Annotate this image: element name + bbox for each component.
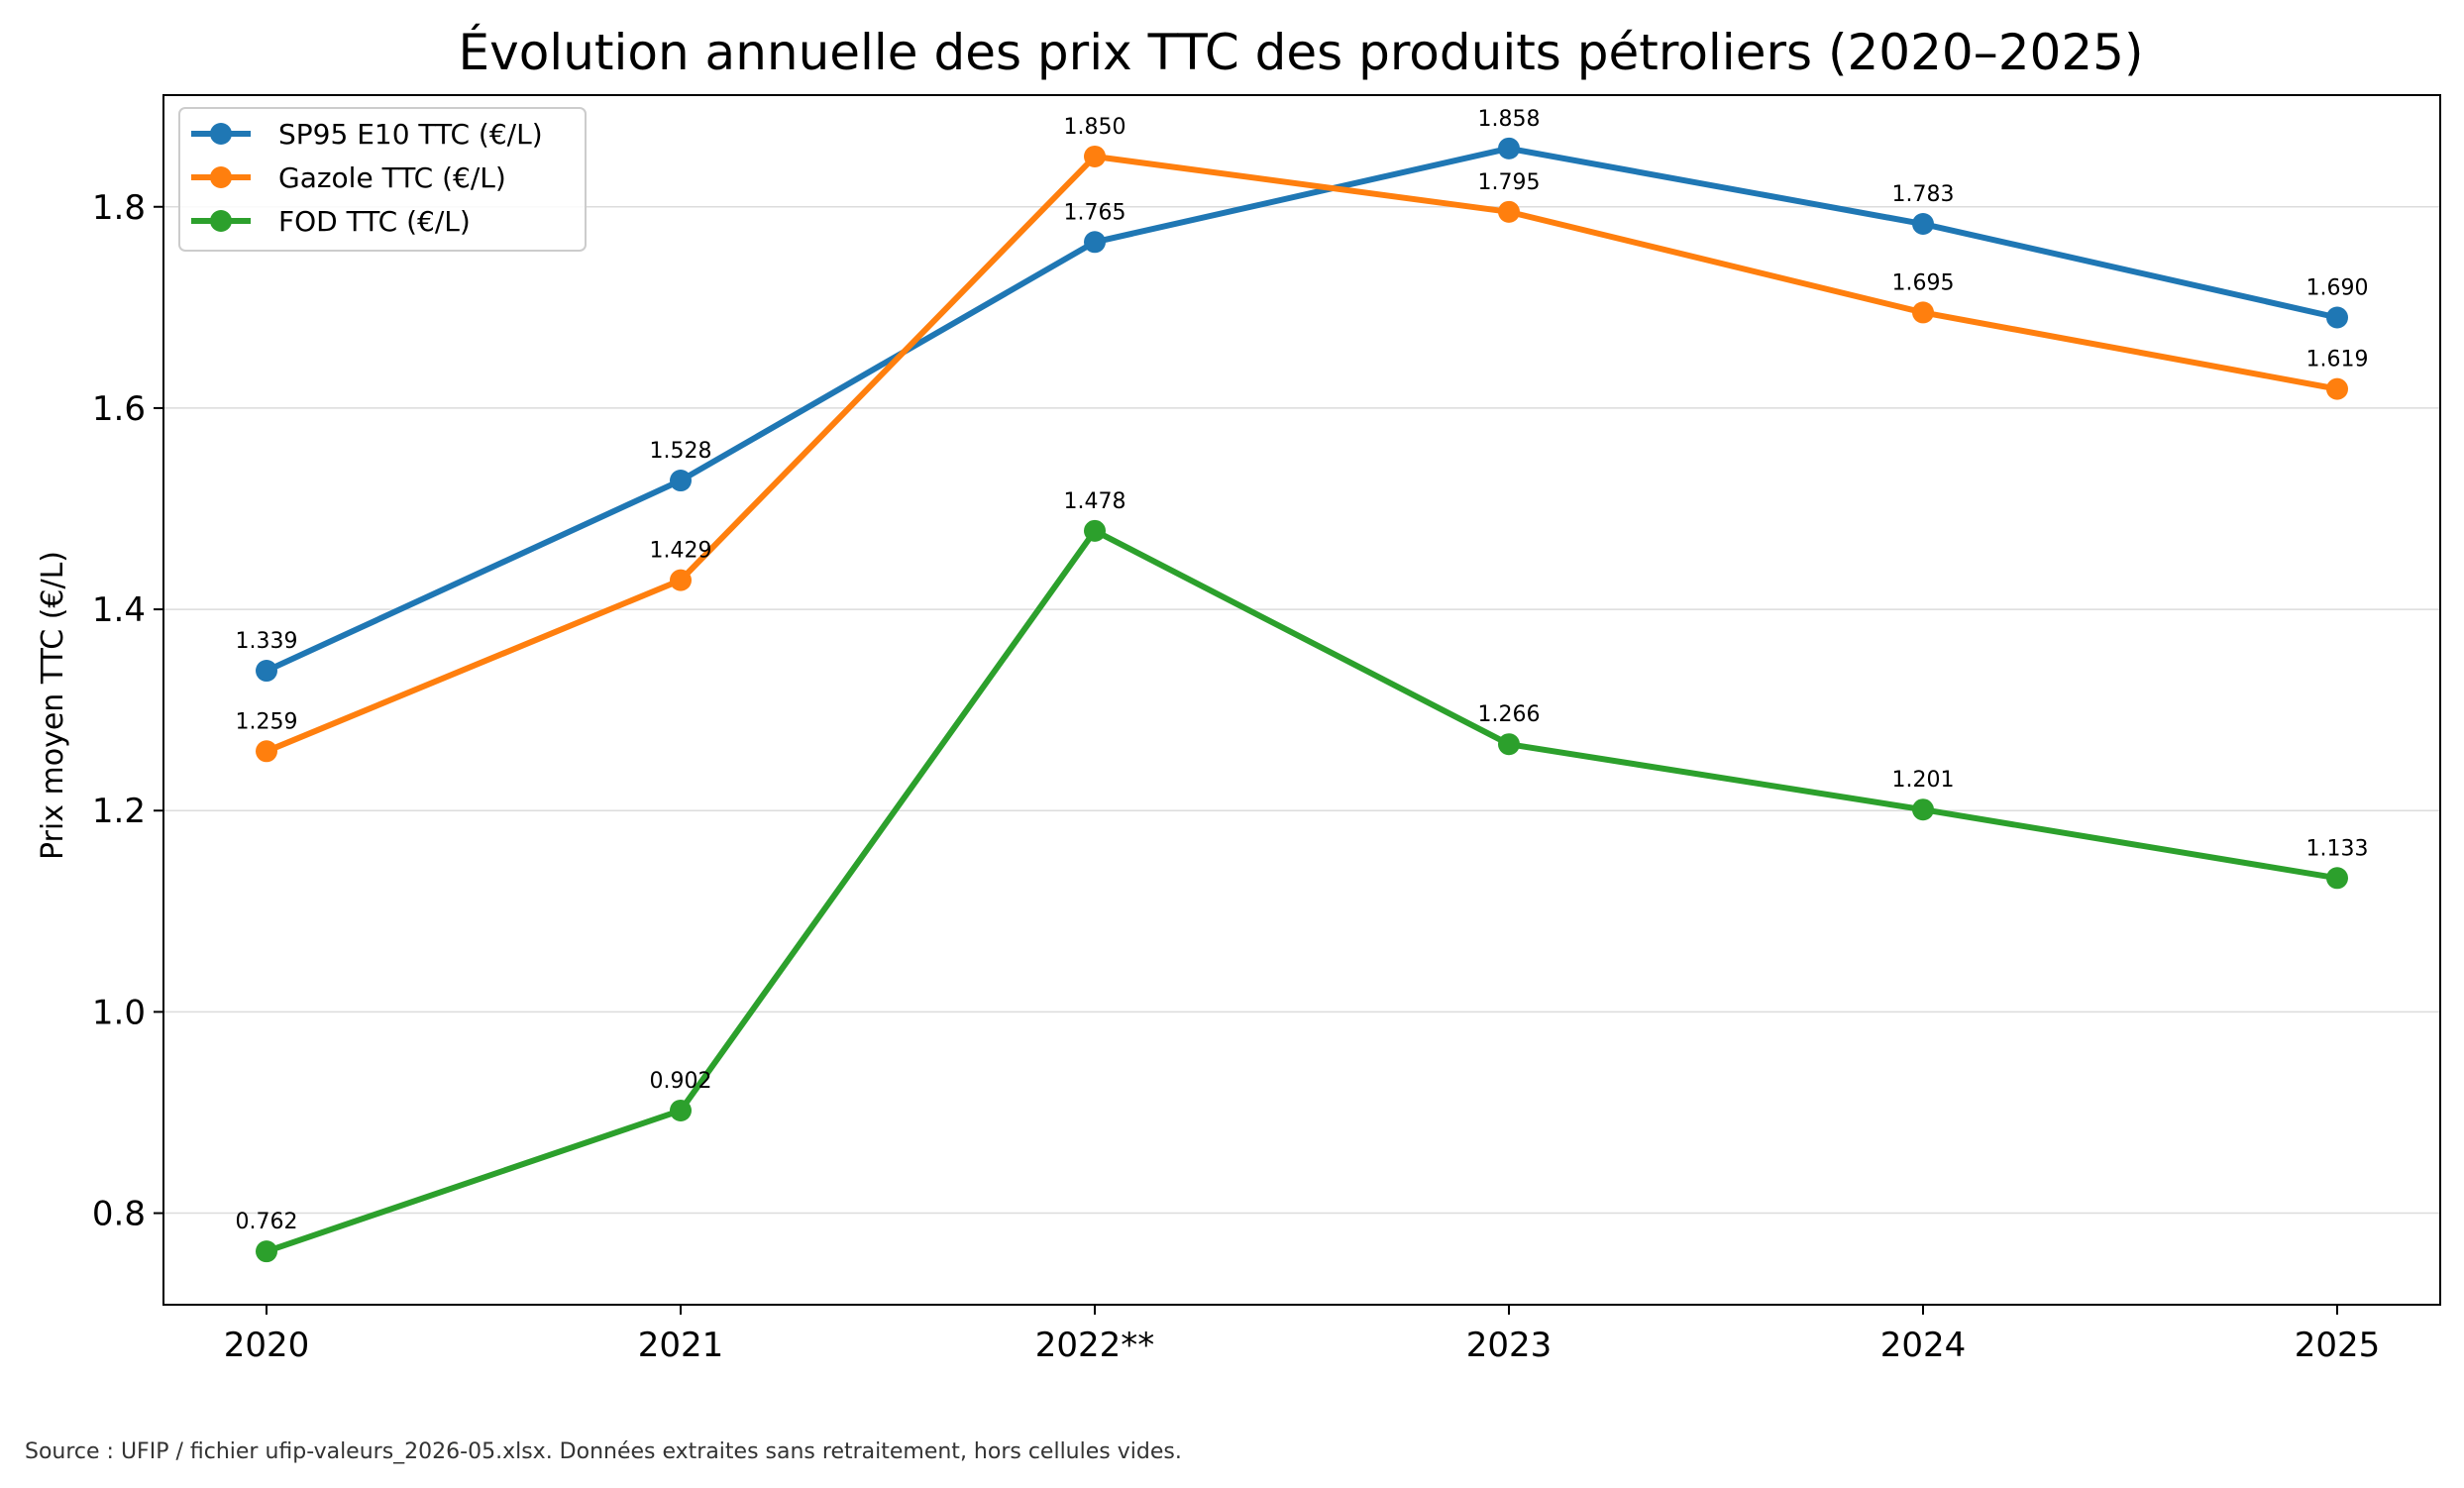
data-label: 1.339 [236,629,298,654]
data-label: 1.201 [1892,768,1955,793]
data-label: 1.133 [2306,836,2369,861]
data-label: 1.259 [236,709,298,734]
data-points [256,137,2348,1263]
data-label: 1.266 [1478,702,1541,727]
data-point [256,1240,277,1263]
data-point [256,660,277,683]
data-label: 1.695 [1892,270,1955,295]
data-point [256,740,277,763]
y-tick-label: 1.2 [92,792,146,831]
data-point [2326,867,2348,890]
x-tick-label: 2021 [638,1326,724,1365]
data-labels: 1.339 1.528 1.765 1.858 1.783 1.690 1.259 1.429… [236,107,2369,1234]
data-label: 1.850 [1064,115,1126,140]
data-point [670,569,692,591]
data-point [1498,137,1520,159]
data-point [2326,377,2348,400]
data-point [1084,519,1106,542]
data-point [1084,231,1106,254]
legend: SP95 E10 TTC (€/L) Gazole TTC (€/L) FOD TT… [178,107,587,252]
data-point [670,470,692,492]
series-line [264,527,2340,1255]
y-axis-label: Prix moyen TTC (€/L) [36,551,70,860]
x-tick-label: 2025 [2295,1326,2381,1365]
legend-marker [210,123,232,145]
x-tick-label: 2023 [1466,1326,1553,1365]
source-note: Source : UFIP / fichier ufip-valeurs_202… [25,1439,1182,1464]
axis-ticks: 0.8 1.0 1.2 1.4 1.6 1.8 2020 2021 2022** 2023 2024… [92,188,2380,1365]
data-label: 1.765 [1064,200,1126,225]
legend-label: SP95 E10 TTC (€/L) [278,118,543,151]
x-tick-label: 2024 [1880,1326,1967,1365]
data-label: 1.528 [650,439,712,464]
data-point [1498,733,1520,756]
data-point [1912,301,1934,324]
data-point [1912,213,1934,236]
legend-box [178,107,587,252]
data-point [1912,798,1934,821]
data-label: 1.478 [1064,489,1126,514]
y-tick-label: 1.8 [92,188,146,228]
series-line [264,145,2340,675]
chart-title: Évolution annuelle des prix TTC des prod… [459,23,2144,81]
data-point [1498,200,1520,223]
plot-frame [162,94,2441,1306]
legend-marker [210,166,232,188]
x-tick-label: 2020 [224,1326,310,1365]
legend-label: FOD TTC (€/L) [278,205,471,238]
data-label: 1.619 [2306,348,2369,372]
x-tick-label: 2022** [1035,1326,1155,1365]
data-point [1084,145,1106,167]
y-tick-label: 1.0 [92,993,146,1032]
data-label: 1.690 [2306,275,2369,300]
data-label: 1.795 [1478,170,1541,195]
legend-label: Gazole TTC (€/L) [278,161,506,194]
series-line [264,153,2340,755]
y-tick-label: 1.4 [92,590,146,630]
data-label: 1.783 [1892,182,1955,207]
series-lines [264,145,2340,1255]
y-tick-label: 0.8 [92,1195,146,1234]
data-point [2326,306,2348,329]
grid-lines [163,206,2440,1215]
data-label: 1.858 [1478,107,1541,132]
data-label: 1.429 [650,539,712,564]
y-tick-label: 1.6 [92,389,146,429]
data-label: 0.762 [236,1210,298,1234]
data-label: 0.902 [650,1069,712,1094]
legend-marker [210,210,232,232]
data-point [670,1099,692,1121]
